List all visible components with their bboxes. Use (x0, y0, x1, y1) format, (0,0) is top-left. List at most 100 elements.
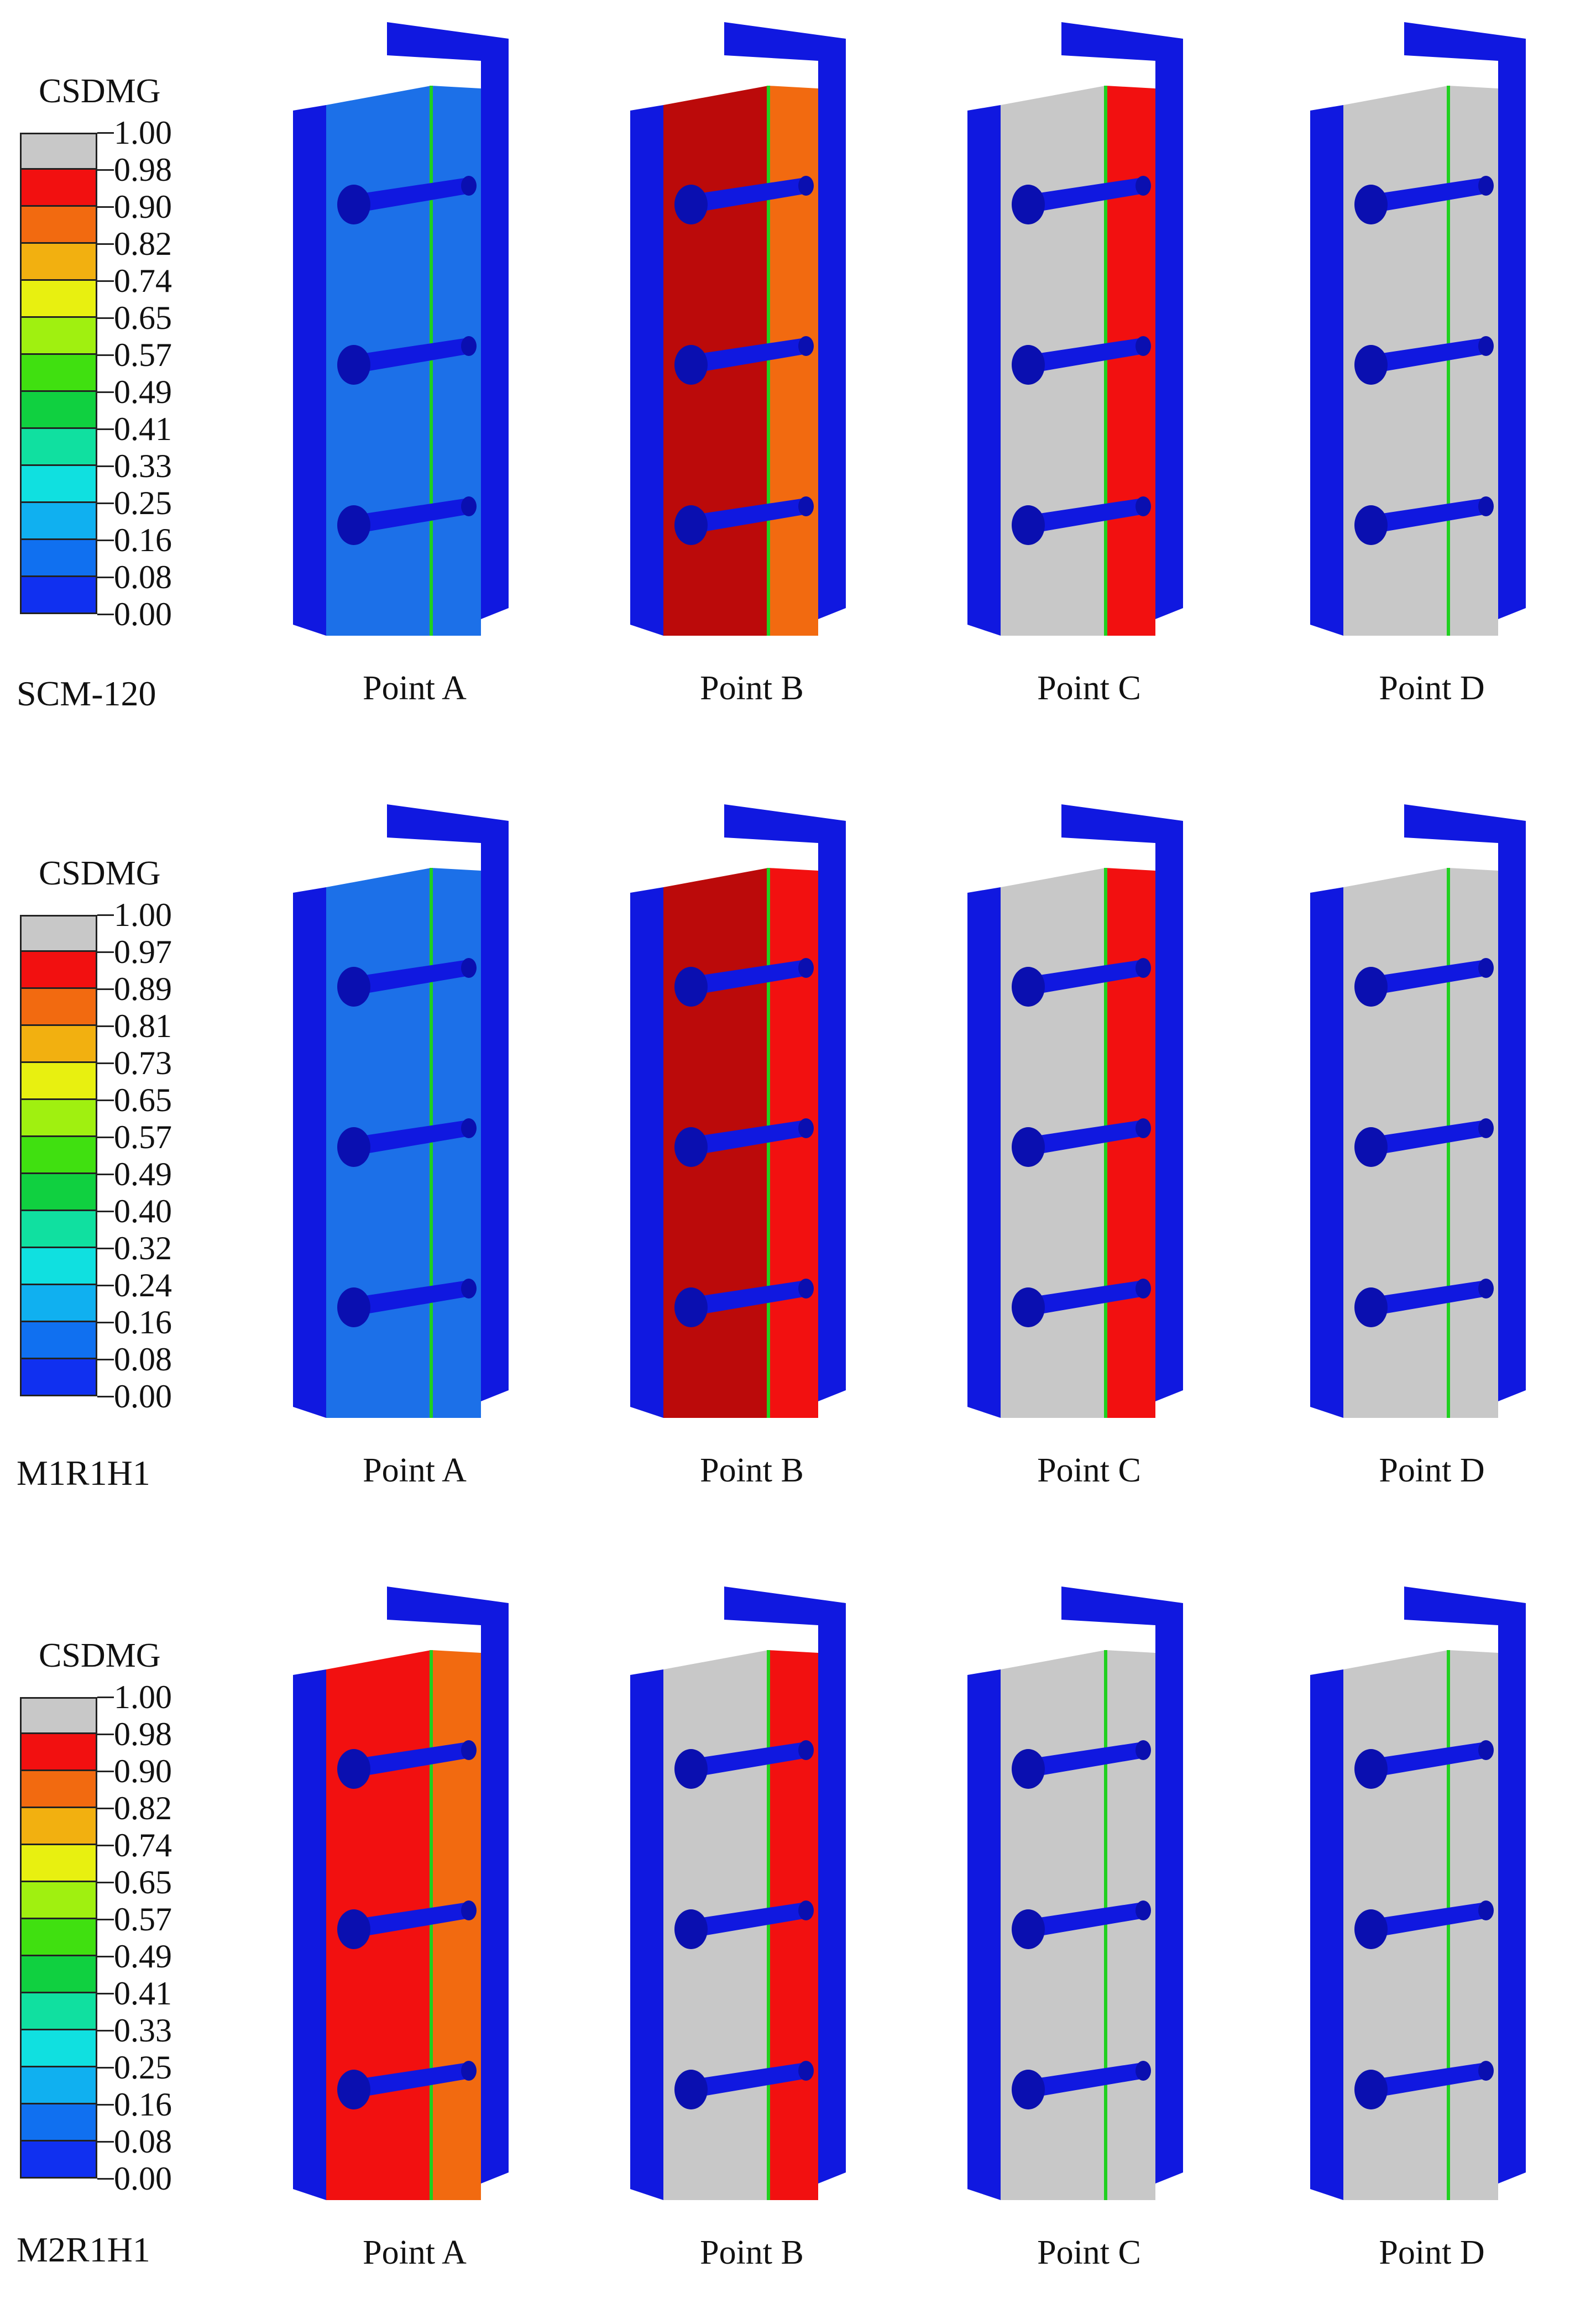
legend-swatch (20, 1248, 97, 1285)
point-label: Point B (700, 669, 804, 707)
legend-tick (97, 1137, 114, 1138)
legend-swatch (20, 244, 97, 281)
bolt-head (1354, 185, 1388, 224)
legend-swatch (20, 1771, 97, 1808)
bolt-head (337, 1287, 370, 1327)
angle-leg-flange (431, 1650, 481, 2200)
bolt-head (1354, 1287, 1388, 1327)
column-flange (1061, 1587, 1183, 2184)
bolt-nut (461, 176, 477, 196)
legend-tick-label: 0.25 (114, 2049, 172, 2086)
legend-swatch (20, 1697, 97, 1734)
column-flange (1404, 804, 1526, 1401)
legend-swatch (20, 207, 97, 244)
bolt-nut (1135, 958, 1151, 978)
column-flange-left (967, 1669, 1001, 2200)
legend-tick-label: 0.16 (114, 522, 172, 558)
column-flange (1061, 22, 1183, 619)
bolt-head (337, 967, 370, 1007)
panel-point-b (630, 804, 862, 1423)
legend-swatch (20, 1100, 97, 1137)
legend-tick-label: 0.00 (114, 1378, 172, 1415)
legend-tick (97, 206, 114, 208)
bolt-nut (1478, 496, 1494, 516)
bolt-head (1354, 1127, 1388, 1167)
legend-swatch (20, 1359, 97, 1396)
legend-tick-label: 0.65 (114, 300, 172, 336)
bolt-shank (1028, 178, 1144, 212)
bolt-head (1012, 345, 1045, 385)
bolt-shank (1371, 2063, 1487, 2097)
column-flange-left (630, 887, 663, 1418)
legend-color-bar (20, 133, 97, 614)
bolt-head (337, 1749, 370, 1789)
panel-point-c (967, 1587, 1200, 2206)
bolt-shank (691, 2063, 807, 2097)
legend-swatch (20, 2067, 97, 2104)
specimen-label: SCM-120 (17, 674, 156, 713)
panel-point-b (630, 22, 862, 641)
legend-tick-label: 0.33 (114, 2012, 172, 2049)
legend-tick (97, 1359, 114, 1360)
column-flange-left (630, 105, 663, 636)
bolt-nut (798, 336, 814, 356)
angle-leg-flange (768, 86, 818, 636)
bolt-shank (1371, 499, 1487, 533)
legend-tick-label: 0.57 (114, 1901, 172, 1938)
legend-tick-label: 0.90 (114, 1753, 172, 1789)
legend-tick-label: 0.57 (114, 1119, 172, 1155)
connection-model (1310, 1587, 1526, 2200)
legend-swatch (20, 133, 97, 170)
legend-tick (97, 1285, 114, 1286)
bolt-shank (691, 1281, 807, 1315)
bolt-nut (1135, 336, 1151, 356)
panel-point-d (1310, 22, 1542, 641)
legend-tick-label: 0.00 (114, 596, 172, 632)
legend-tick (97, 1211, 114, 1212)
legend-swatch (20, 1063, 97, 1100)
bolt-nut (461, 1118, 477, 1138)
legend-swatch (20, 577, 97, 614)
bolt-shank (354, 499, 470, 533)
bolt-shank (1371, 338, 1487, 373)
bolt-head (1012, 185, 1045, 224)
bolt-head (1354, 1909, 1388, 1949)
point-label: Point A (363, 2234, 467, 2271)
bolt-shank (1028, 1121, 1144, 1155)
legend-swatch (20, 466, 97, 503)
legend-tick-label: 0.00 (114, 2160, 172, 2197)
column-flange (1404, 1587, 1526, 2184)
legend-tick (97, 988, 114, 990)
bolt-nut (1478, 1118, 1494, 1138)
legend-tick (97, 1099, 114, 1101)
bolt-head (674, 185, 708, 224)
column-flange-left (967, 105, 1001, 636)
bolt-nut (461, 1279, 477, 1299)
bolt-head (1012, 2070, 1045, 2109)
column-flange-left (1310, 1669, 1343, 2200)
legend-tick-label: 0.89 (114, 971, 172, 1007)
legend-tick (97, 1322, 114, 1323)
legend-tick-label: 0.74 (114, 1827, 172, 1863)
bolt-shank (1371, 960, 1487, 994)
legend-tick-label: 0.32 (114, 1230, 172, 1266)
legend-tick (97, 1062, 114, 1064)
legend-tick (97, 1697, 114, 1698)
legend-tick-label: 0.16 (114, 1304, 172, 1341)
angle-leg-flange (431, 868, 481, 1418)
bolt-shank (1028, 1903, 1144, 1937)
bolt-shank (354, 178, 470, 212)
legend-tick-label: 0.33 (114, 448, 172, 484)
bolt-nut (1478, 1900, 1494, 1920)
bolt-shank (354, 960, 470, 994)
bolt-head (1354, 505, 1388, 545)
bolt-shank (691, 1903, 807, 1937)
legend-title: CSDMG (39, 1637, 161, 1674)
connection-model (293, 1587, 509, 2200)
legend-swatch (20, 989, 97, 1026)
legend-tick (97, 1025, 114, 1027)
bolt-nut (461, 1900, 477, 1920)
column-flange-left (630, 1669, 663, 2200)
legend-swatch (20, 1211, 97, 1248)
bolt-shank (691, 960, 807, 994)
